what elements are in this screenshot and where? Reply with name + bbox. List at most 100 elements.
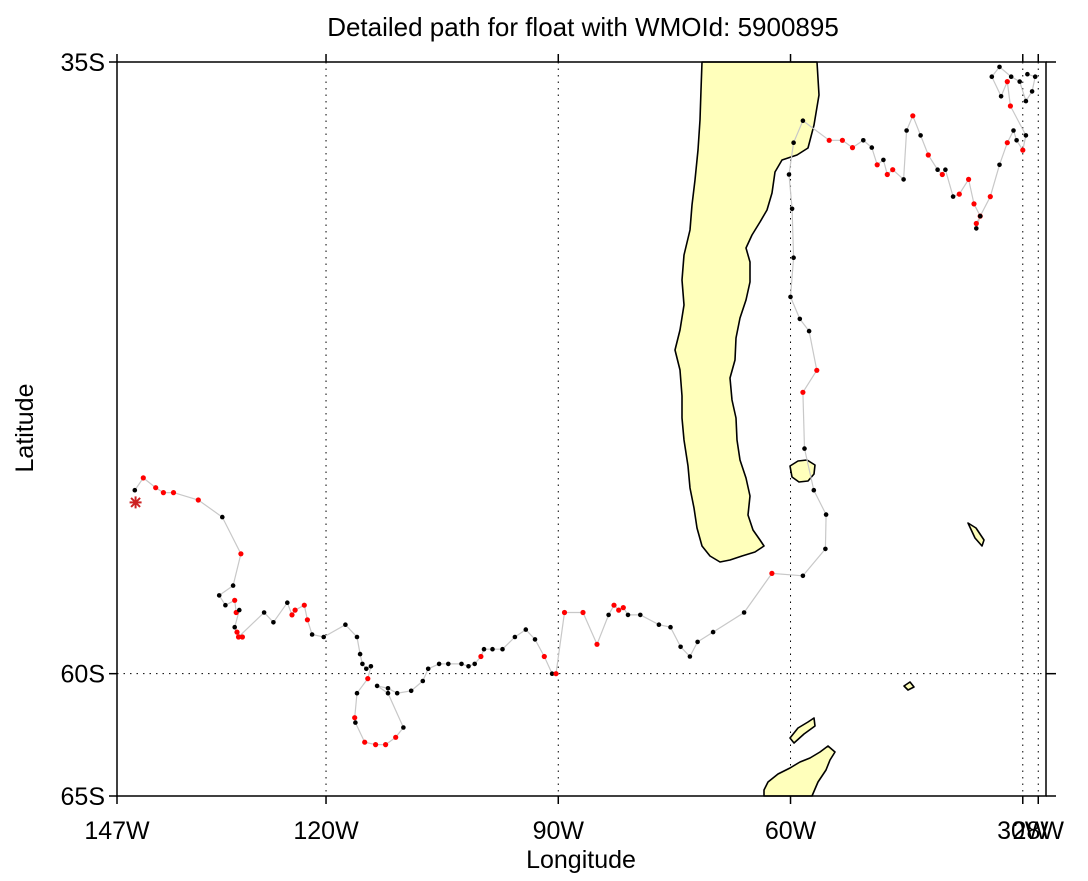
float-position-105 xyxy=(901,177,906,182)
float-position-127 xyxy=(1023,133,1029,138)
float-position-28 xyxy=(354,634,360,640)
float-position-62 xyxy=(549,671,555,676)
float-position-99 xyxy=(861,138,866,143)
float-position-46 xyxy=(408,688,414,694)
x-tick-label-5: 28W xyxy=(1013,817,1065,845)
float-position-47 xyxy=(420,678,426,684)
float-track-line xyxy=(134,66,1036,746)
y-tick-label-0: 35S xyxy=(61,49,105,77)
float-position-125 xyxy=(1014,138,1019,143)
float-position-23 xyxy=(301,602,307,608)
float-position-133 xyxy=(1008,74,1014,79)
float-position-36 xyxy=(353,720,358,725)
float-position-67 xyxy=(606,612,611,618)
float-position-137 xyxy=(1032,74,1038,79)
float-position-109 xyxy=(925,152,931,158)
float-position-134 xyxy=(1017,79,1022,84)
x-tick-label-2: 90W xyxy=(533,817,585,845)
float-position-75 xyxy=(678,644,683,650)
float-position-118 xyxy=(973,220,979,227)
float-position-58 xyxy=(512,634,518,640)
float-position-25 xyxy=(309,632,315,637)
float-position-27 xyxy=(343,622,348,627)
float-position-123 xyxy=(1004,140,1010,146)
land-antarctic-peninsula xyxy=(763,745,836,797)
float-position-50 xyxy=(446,661,451,667)
x-axis-label: Longitude xyxy=(526,846,636,874)
float-position-10 xyxy=(223,602,228,608)
float-position-37 xyxy=(362,739,368,745)
float-position-15 xyxy=(234,629,240,635)
float-position-0 xyxy=(132,487,138,493)
float-position-115 xyxy=(966,176,972,182)
float-position-136 xyxy=(1029,89,1035,94)
float-position-74 xyxy=(668,624,673,630)
x-tick-label-3: 60W xyxy=(765,817,817,845)
float-position-63 xyxy=(553,671,559,677)
float-position-81 xyxy=(800,573,806,579)
float-position-29 xyxy=(357,651,363,657)
float-position-44 xyxy=(385,686,391,691)
float-position-94 xyxy=(791,140,796,145)
float-position-84 xyxy=(811,487,817,493)
float-position-131 xyxy=(989,74,995,79)
float-position-121 xyxy=(987,194,993,200)
y-tick-label-1: 60S xyxy=(61,661,105,689)
float-position-1 xyxy=(140,475,146,481)
float-position-64 xyxy=(561,609,568,616)
float-position-53 xyxy=(472,661,478,667)
float-position-103 xyxy=(884,171,890,178)
float-position-89 xyxy=(797,316,803,322)
float-position-42 xyxy=(385,690,391,696)
y-axis-label: Latitude xyxy=(11,384,39,473)
float-position-114 xyxy=(956,191,962,197)
float-position-11 xyxy=(232,597,238,603)
float-position-108 xyxy=(918,133,923,138)
float-position-138 xyxy=(1025,71,1030,77)
float-position-9 xyxy=(216,593,222,598)
float-position-116 xyxy=(971,201,977,207)
land-masses xyxy=(674,61,985,797)
float-position-86 xyxy=(800,389,806,395)
float-position-95 xyxy=(800,118,806,123)
float-position-52 xyxy=(466,664,471,669)
float-position-73 xyxy=(656,622,662,627)
float-position-30 xyxy=(360,661,365,667)
chart-title: Detailed path for float with WMOId: 5900… xyxy=(327,12,839,42)
float-position-19 xyxy=(271,620,276,625)
float-position-35 xyxy=(352,715,358,721)
float-position-55 xyxy=(481,646,487,652)
float-position-33 xyxy=(365,676,371,682)
float-position-49 xyxy=(436,661,442,667)
float-position-98 xyxy=(849,145,856,151)
float-position-32 xyxy=(368,664,374,669)
float-position-20 xyxy=(285,600,290,605)
float-position-126 xyxy=(1020,147,1026,153)
float-position-34 xyxy=(354,690,360,696)
float-position-97 xyxy=(839,137,846,143)
float-position-96 xyxy=(826,137,832,143)
float-position-132 xyxy=(997,64,1002,70)
float-position-122 xyxy=(997,162,1002,168)
float-position-112 xyxy=(943,167,948,172)
float-position-54 xyxy=(478,653,484,660)
float-position-39 xyxy=(383,742,389,748)
float-position-41 xyxy=(401,725,406,730)
x-tick-label-0: 147W xyxy=(84,817,150,845)
float-position-43 xyxy=(374,683,380,689)
float-position-7 xyxy=(238,551,244,557)
float-position-5 xyxy=(195,497,201,503)
float-position-129 xyxy=(1004,79,1010,85)
float-position-38 xyxy=(373,742,379,748)
x-tick-label-1: 120W xyxy=(293,817,359,845)
float-position-102 xyxy=(881,157,886,163)
land-south-orkney xyxy=(903,681,915,691)
float-position-22 xyxy=(292,607,298,613)
float-position-83 xyxy=(823,512,829,517)
float-position-69 xyxy=(616,607,622,613)
float-position-128 xyxy=(1007,103,1014,109)
float-position-16 xyxy=(239,634,245,640)
deployment-star-icon xyxy=(129,496,142,509)
float-position-66 xyxy=(594,641,600,647)
